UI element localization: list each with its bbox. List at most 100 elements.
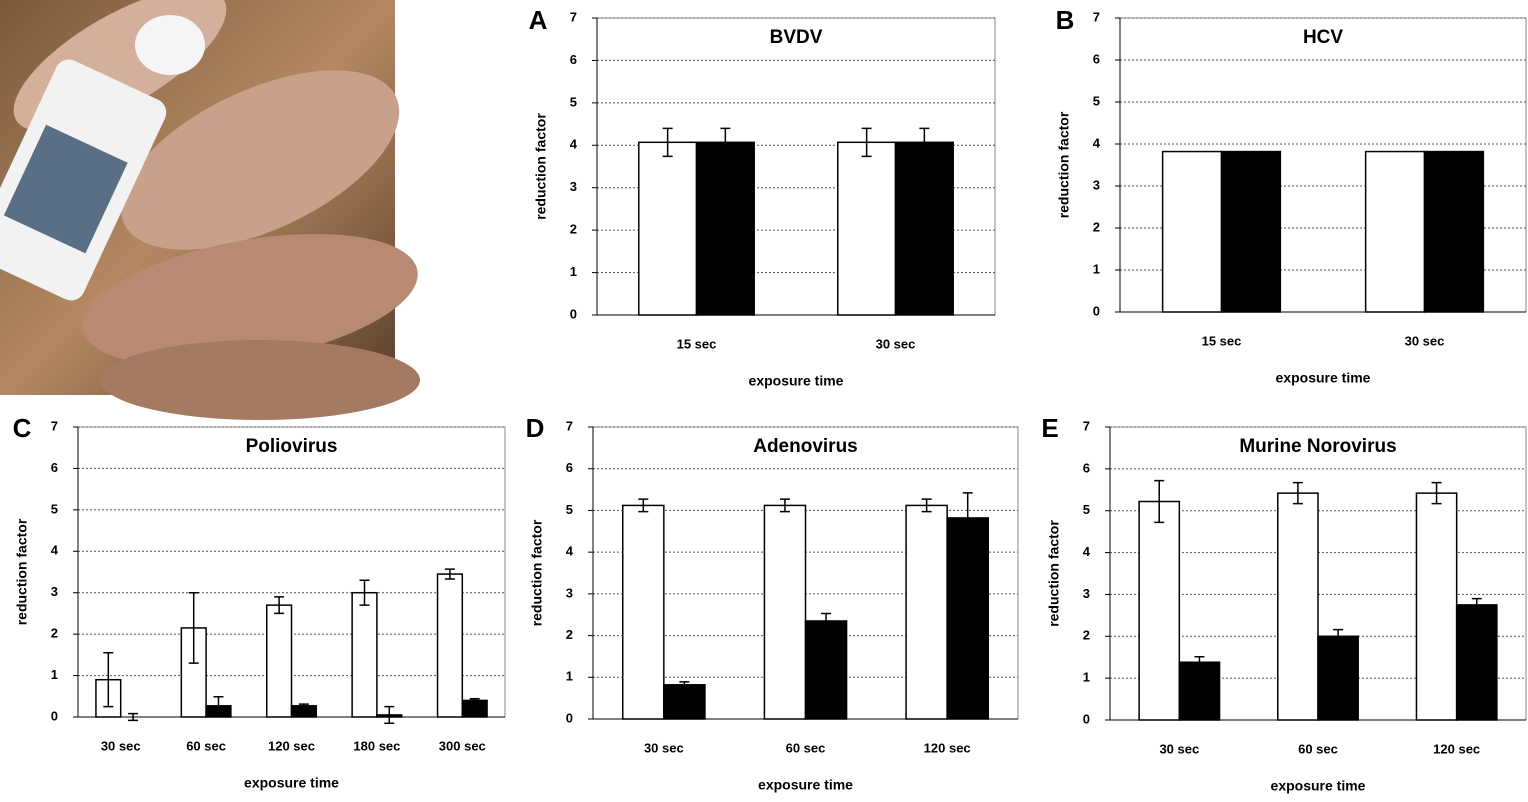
y-tick-label: 1 [566, 669, 573, 684]
y-tick-label: 5 [570, 94, 577, 109]
x-tick-label: 120 sec [1433, 741, 1480, 756]
y-tick-label: 1 [1083, 670, 1090, 685]
y-axis-label: reduction factor [529, 519, 545, 626]
y-tick-label: 4 [570, 137, 578, 152]
x-tick-label: 60 sec [1298, 741, 1338, 756]
bar [764, 505, 805, 719]
y-tick-label: 2 [566, 627, 573, 642]
y-tick-label: 0 [51, 708, 58, 723]
y-tick-label: 7 [570, 9, 577, 24]
bar [896, 142, 954, 315]
y-tick-label: 4 [566, 544, 574, 559]
y-tick-label: 2 [51, 626, 58, 641]
y-tick-label: 0 [570, 306, 577, 321]
chart-title: Poliovirus [246, 436, 338, 457]
chart-title: Murine Norovirus [1239, 436, 1396, 457]
panel-label: A [529, 5, 548, 35]
chart: 0123456730 sec60 sec120 secMurine Norovi… [1041, 413, 1526, 794]
figure: 0 1 2 3 4 5 6 7 15 sec 30 sec BVDV exposure time red… [0, 0, 1528, 802]
y-tick-label: 1 [1093, 261, 1100, 276]
y-tick-label: 3 [566, 585, 573, 600]
x-tick-label: 60 sec [186, 738, 226, 753]
x-axis-label: exposure time [758, 777, 853, 793]
y-tick-label: 7 [51, 418, 58, 433]
y-tick-label: 4 [1093, 135, 1101, 150]
bar [1139, 502, 1179, 720]
bar [1318, 636, 1358, 720]
x-axis-label: exposure time [1271, 778, 1366, 794]
x-tick-label: 120 sec [268, 738, 315, 753]
y-tick-label: 5 [51, 501, 58, 516]
y-tick-label: 2 [1083, 628, 1090, 643]
y-axis-label: reduction factor [1046, 520, 1062, 627]
chart-title: HCV [1303, 27, 1343, 48]
bar [623, 505, 664, 719]
y-tick-label: 3 [1083, 586, 1090, 601]
y-tick-label: 1 [570, 264, 577, 279]
chart-title: Adenovirus [753, 436, 858, 457]
x-tick-label: 30 sec [1159, 741, 1199, 756]
y-tick-label: 6 [566, 460, 573, 475]
y-tick-label: 1 [51, 667, 58, 682]
y-axis-label: reduction factor [1056, 111, 1072, 218]
y-tick-label: 5 [566, 502, 573, 517]
chart: 0 1 2 3 4 5 6 7 30 sec 60 sec 120 sec Adenovirus exp… [526, 413, 1018, 793]
y-tick-label: 5 [1093, 93, 1100, 108]
y-tick-label: 0 [566, 710, 573, 725]
chart-title: BVDV [770, 27, 823, 48]
panel-label: C [13, 413, 32, 443]
y-tick-label: 0 [1083, 711, 1090, 726]
y-tick-label: 7 [566, 418, 573, 433]
bar [664, 685, 705, 719]
bar [1163, 152, 1222, 312]
bar [697, 142, 755, 315]
y-tick-label: 3 [1093, 177, 1100, 192]
x-tick-label: 30 sec [1405, 333, 1445, 348]
bar [1457, 605, 1497, 720]
bar [1222, 152, 1281, 312]
y-tick-label: 6 [1093, 51, 1100, 66]
bar [1179, 662, 1219, 720]
page: {"chart_data": [ {"type": "bar", "label"… [0, 0, 1528, 802]
x-tick-label: 30 sec [876, 336, 916, 351]
y-tick-label: 2 [570, 222, 577, 237]
x-tick-label: 180 sec [353, 738, 400, 753]
bar [1416, 493, 1456, 720]
y-tick-label: 6 [51, 460, 58, 475]
y-tick-label: 3 [51, 584, 58, 599]
bar [1278, 493, 1318, 720]
bar [1425, 152, 1484, 312]
panel-label: B [1056, 5, 1075, 35]
y-tick-label: 6 [570, 52, 577, 67]
photo [0, 0, 428, 420]
bar [352, 593, 377, 717]
x-axis-label: exposure time [749, 373, 844, 389]
x-tick-label: 300 sec [439, 738, 486, 753]
y-tick-label: 7 [1093, 9, 1100, 24]
panel-label: D [526, 413, 545, 443]
y-tick-label: 0 [1093, 303, 1100, 318]
panel-label: E [1041, 413, 1058, 443]
x-tick-label: 15 sec [677, 336, 717, 351]
bar [438, 574, 463, 717]
x-tick-label: 30 sec [644, 740, 684, 755]
bar [462, 700, 487, 717]
y-axis-label: reduction factor [14, 518, 30, 625]
y-tick-label: 6 [1083, 460, 1090, 475]
y-tick-label: 7 [1083, 418, 1090, 433]
y-tick-label: 3 [570, 179, 577, 194]
x-tick-label: 30 sec [101, 738, 141, 753]
x-tick-label: 60 sec [786, 740, 826, 755]
bar [947, 518, 988, 719]
bar [1366, 152, 1425, 312]
chart: 0 1 2 3 4 5 6 7 30 sec 60 sec 120 sec 180 sec 300 se… [13, 413, 505, 791]
y-tick-label: 4 [51, 543, 59, 558]
bar [639, 142, 697, 315]
y-tick-label: 4 [1083, 544, 1091, 559]
bar [267, 605, 292, 717]
x-tick-label: 15 sec [1202, 333, 1242, 348]
x-axis-label: exposure time [1276, 370, 1371, 386]
x-tick-label: 120 sec [924, 740, 971, 755]
